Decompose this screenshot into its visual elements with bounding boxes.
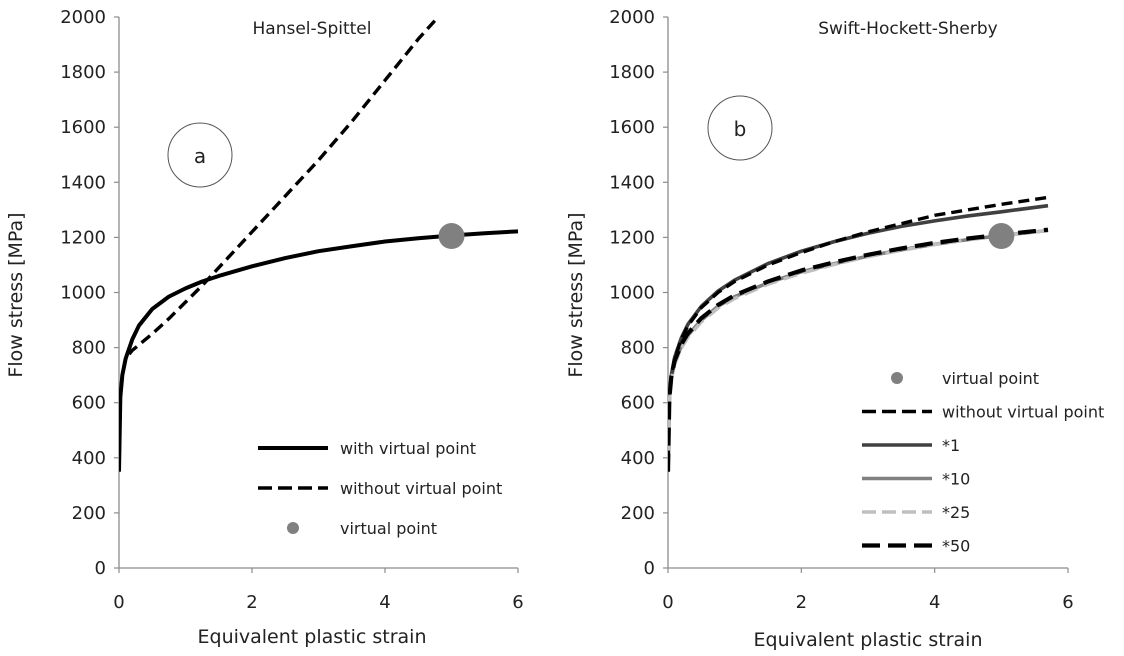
series-line-50 xyxy=(668,227,1049,472)
series-line-25 xyxy=(668,228,1049,472)
x-tick-label: 0 xyxy=(113,592,124,613)
legend-label: without virtual point xyxy=(942,403,1104,422)
legend-label: *50 xyxy=(942,537,970,556)
virtual-point-marker xyxy=(438,223,465,250)
legend-label: with virtual point xyxy=(340,439,476,458)
x-tick-label: 6 xyxy=(1062,592,1073,613)
y-tick-label: 200 xyxy=(621,503,655,524)
series-line-1 xyxy=(668,203,1049,472)
y-tick-label: 1600 xyxy=(609,117,655,138)
y-tick-label: 600 xyxy=(621,393,655,414)
y-axis-title: Flow stress [MPa] xyxy=(5,212,27,377)
y-tick-label: 800 xyxy=(621,338,655,359)
y-tick-label: 2000 xyxy=(609,7,655,28)
y-tick-label: 0 xyxy=(95,558,106,579)
y-tick-label: 1000 xyxy=(609,283,655,304)
y-axis-title: Flow stress [MPa] xyxy=(565,212,587,377)
x-tick-label: 2 xyxy=(796,592,807,613)
panel-label-circle xyxy=(707,95,773,161)
x-tick-label: 0 xyxy=(662,592,673,613)
series-line-without-virtual-point xyxy=(119,15,440,472)
panel-label: a xyxy=(194,144,206,168)
panel-label-circle xyxy=(167,122,233,188)
y-tick-label: 1000 xyxy=(60,283,106,304)
x-axis-title: Equivalent plastic strain xyxy=(754,629,983,651)
legend-label: without virtual point xyxy=(340,479,502,498)
y-tick-label: 400 xyxy=(72,448,106,469)
panel-label: b xyxy=(734,117,747,141)
y-tick-label: 1800 xyxy=(609,62,655,83)
y-tick-label: 1400 xyxy=(609,172,655,193)
legend-label: virtual point xyxy=(942,369,1039,388)
x-tick-label: 4 xyxy=(379,592,390,613)
chart-title: Hansel-Spittel xyxy=(253,19,372,39)
y-tick-label: 600 xyxy=(72,393,106,414)
legend-label: *10 xyxy=(942,470,970,489)
x-tick-label: 2 xyxy=(246,592,257,613)
x-tick-label: 4 xyxy=(929,592,940,613)
legend-label: virtual point xyxy=(340,519,437,538)
series-line-with-virtual-point xyxy=(119,229,519,472)
y-tick-label: 2000 xyxy=(60,7,106,28)
y-tick-label: 200 xyxy=(72,503,106,524)
chart-panel-a: 0 200 400 600 800 1000 1200 1400 1600 1800 2000 0 2 4… xyxy=(5,7,524,648)
y-tick-label: 1600 xyxy=(60,117,106,138)
y-tick-label: 1400 xyxy=(60,172,106,193)
x-axis-title: Equivalent plastic strain xyxy=(198,626,427,648)
legend-label: *1 xyxy=(942,436,960,455)
legend-marker xyxy=(287,522,299,534)
chart-panel-b: 0 200 400 600 800 1000 1200 1400 1600 1800 2000 0 2 4… xyxy=(565,7,1104,651)
chart-title: Swift-Hockett-Sherby xyxy=(818,19,997,39)
y-tick-label: 1200 xyxy=(60,227,106,248)
y-tick-label: 0 xyxy=(644,558,655,579)
y-tick-label: 1800 xyxy=(60,62,106,83)
series-line-10 xyxy=(668,228,1049,472)
y-tick-label: 400 xyxy=(621,448,655,469)
legend-marker xyxy=(891,372,903,384)
legend-label: *25 xyxy=(942,503,970,522)
x-tick-label: 6 xyxy=(512,592,523,613)
y-tick-label: 800 xyxy=(72,338,106,359)
virtual-point-marker xyxy=(988,223,1015,250)
y-tick-label: 1200 xyxy=(609,227,655,248)
